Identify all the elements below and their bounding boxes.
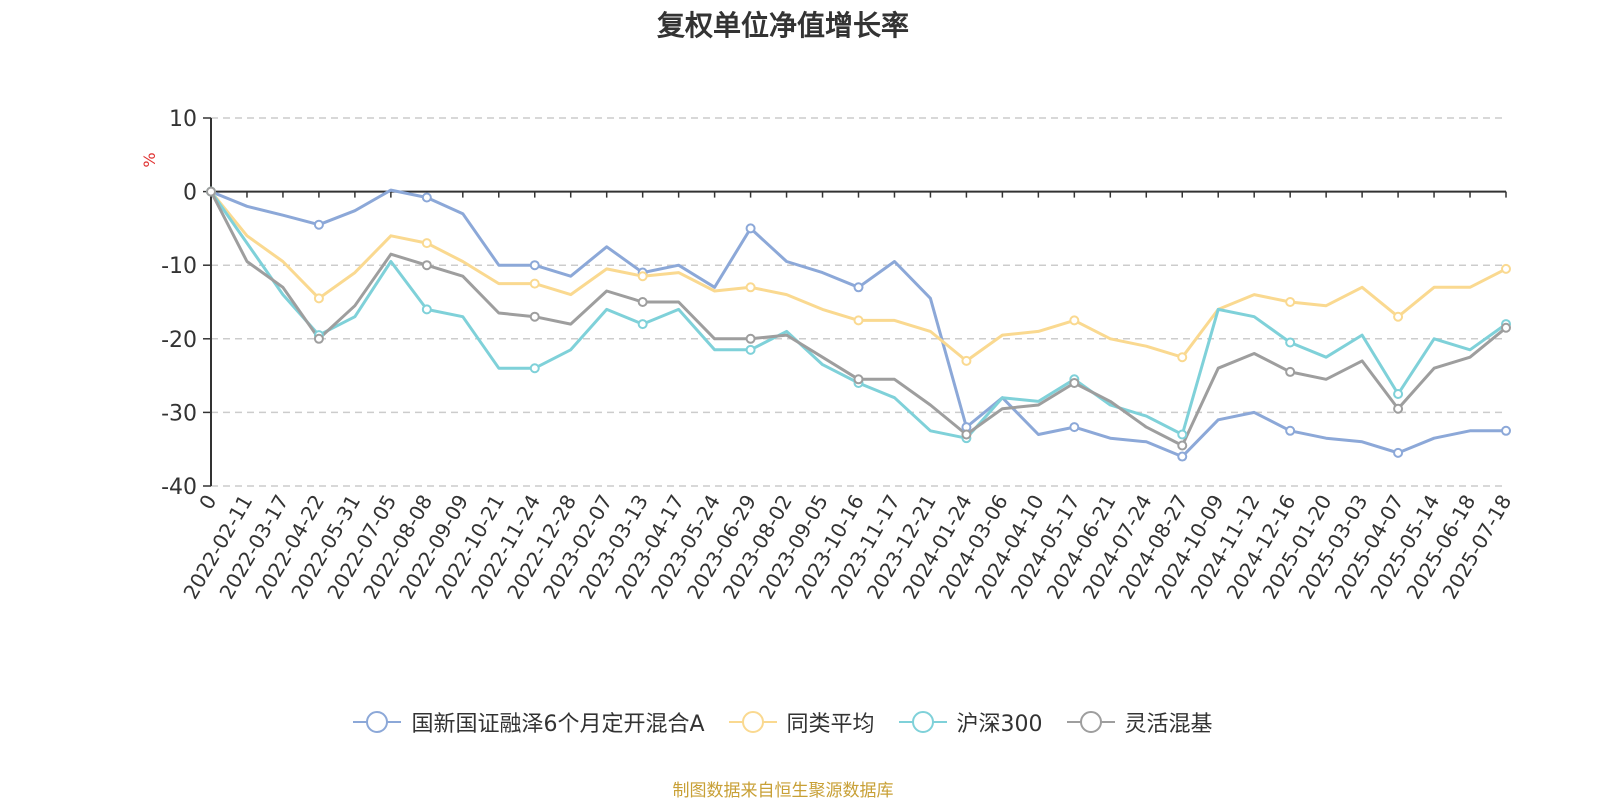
- legend-line-circle-icon: [1066, 711, 1115, 733]
- legend-label: 同类平均: [786, 712, 875, 737]
- data-point: [421, 238, 432, 249]
- data-point: [529, 278, 540, 289]
- data-point: [313, 293, 324, 304]
- data-point: [1285, 366, 1296, 377]
- data-point: [1393, 311, 1404, 322]
- data-point: [637, 297, 648, 307]
- data-point: [529, 311, 540, 322]
- data-point: [1177, 451, 1188, 462]
- data-point: [1069, 377, 1080, 388]
- data-point: [421, 304, 432, 315]
- data-point: [961, 429, 972, 440]
- legend-item-2[interactable]: 沪深300: [898, 706, 1043, 738]
- data-point: [1393, 403, 1404, 414]
- legend-line-circle-icon: [353, 711, 402, 733]
- data-point: [313, 219, 324, 230]
- data-point: [1285, 337, 1296, 348]
- data-point: [1501, 263, 1511, 274]
- data-point: [529, 363, 540, 374]
- data-point: [637, 319, 648, 330]
- legend-label: 国新国证融泽6个月定开混合A: [411, 712, 705, 737]
- data-point: [1285, 297, 1296, 307]
- chart-title: 复权单位净值增长率: [656, 9, 909, 42]
- data-point: [961, 355, 972, 366]
- data-point: [637, 271, 648, 282]
- legend-line-circle-icon: [728, 711, 777, 733]
- data-point: [1069, 422, 1080, 433]
- data-point: [1393, 447, 1404, 458]
- data-point: [313, 333, 324, 344]
- y-tick-label: -20: [161, 328, 197, 353]
- grid-lines: [211, 117, 1506, 487]
- data-point: [745, 344, 756, 355]
- y-tick-label: 0: [183, 181, 197, 206]
- data-point: [745, 333, 756, 344]
- data-point: [1501, 425, 1511, 436]
- legend-item-3[interactable]: 灵活混基: [1066, 706, 1213, 738]
- series-line-1: [209, 190, 1507, 363]
- axes: 100-10-20-30-4002022-02-112022-03-172022…: [161, 107, 1516, 603]
- data-point: [1501, 322, 1511, 333]
- data-point: [1177, 352, 1188, 363]
- data-point: [745, 282, 756, 293]
- y-tick-label: 10: [169, 107, 197, 132]
- legend-label: 灵活混基: [1124, 712, 1213, 737]
- data-point: [421, 260, 432, 271]
- data-point: [1285, 425, 1296, 436]
- series-markers: [206, 186, 1511, 462]
- data-point: [745, 223, 756, 234]
- data-point: [206, 186, 216, 197]
- y-axis-unit-label: %: [140, 152, 159, 167]
- data-point: [853, 374, 864, 385]
- series-line-2: [209, 190, 1507, 440]
- data-point: [853, 315, 864, 326]
- data-point: [853, 282, 864, 293]
- data-point: [1069, 315, 1080, 326]
- legend-label: 沪深300: [956, 712, 1043, 737]
- data-point: [421, 192, 432, 203]
- legend-item-1[interactable]: 同类平均: [728, 706, 875, 738]
- x-tick-label: 0: [194, 491, 221, 514]
- line-chart: 100-10-20-30-4002022-02-112022-03-172022…: [140, 107, 1516, 603]
- data-point: [529, 260, 540, 271]
- legend-line-circle-icon: [898, 711, 947, 733]
- legend-item-0[interactable]: 国新国证融泽6个月定开混合A: [353, 706, 705, 738]
- data-point: [1177, 429, 1188, 440]
- legend: 国新国证融泽6个月定开混合A 同类平均 沪深300 灵活混基: [0, 706, 1566, 738]
- data-point: [1177, 440, 1188, 451]
- y-tick-label: -30: [161, 401, 197, 426]
- data-point: [1393, 389, 1404, 399]
- y-tick-label: -40: [161, 475, 197, 500]
- source-note: 制图数据来自恒生聚源数据库: [672, 781, 894, 801]
- y-tick-label: -10: [161, 254, 197, 279]
